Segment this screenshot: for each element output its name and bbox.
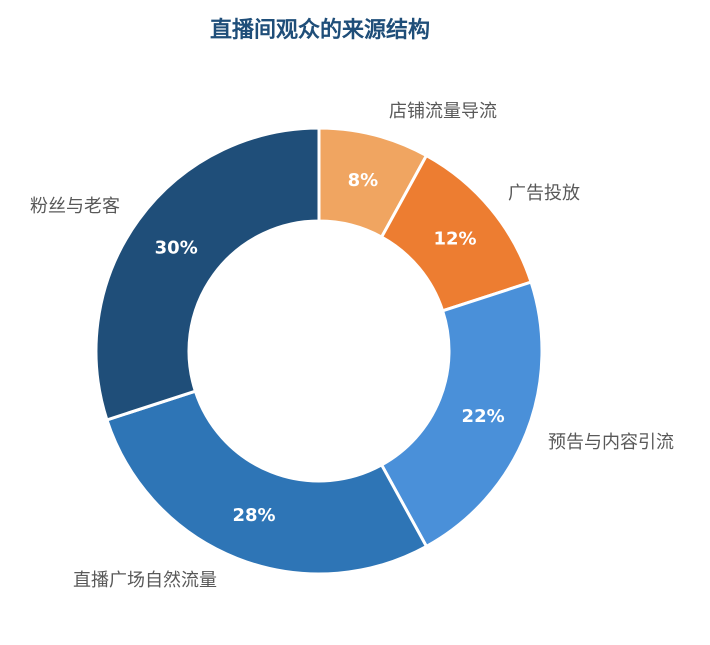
donut-slice-5 xyxy=(94,126,321,422)
slice-value-label: 12% xyxy=(433,228,476,249)
slice-value-label: 30% xyxy=(155,237,198,258)
slice-value-label: 8% xyxy=(348,170,379,191)
slice-value-label: 22% xyxy=(462,406,505,427)
slice-category-label: 广告投放 xyxy=(508,183,580,204)
slice-category-label: 预告与内容引流 xyxy=(548,432,674,453)
slice-value-label: 28% xyxy=(232,505,275,526)
chart-title: 直播间观众的来源结构 xyxy=(209,18,430,43)
slice-category-label: 店铺流量导流 xyxy=(389,101,497,122)
donut-slice-4 xyxy=(105,389,429,576)
slice-category-label: 粉丝与老客 xyxy=(30,196,120,217)
donut-slice-3 xyxy=(379,280,544,549)
slice-category-label: 直播广场自然流量 xyxy=(73,570,217,591)
